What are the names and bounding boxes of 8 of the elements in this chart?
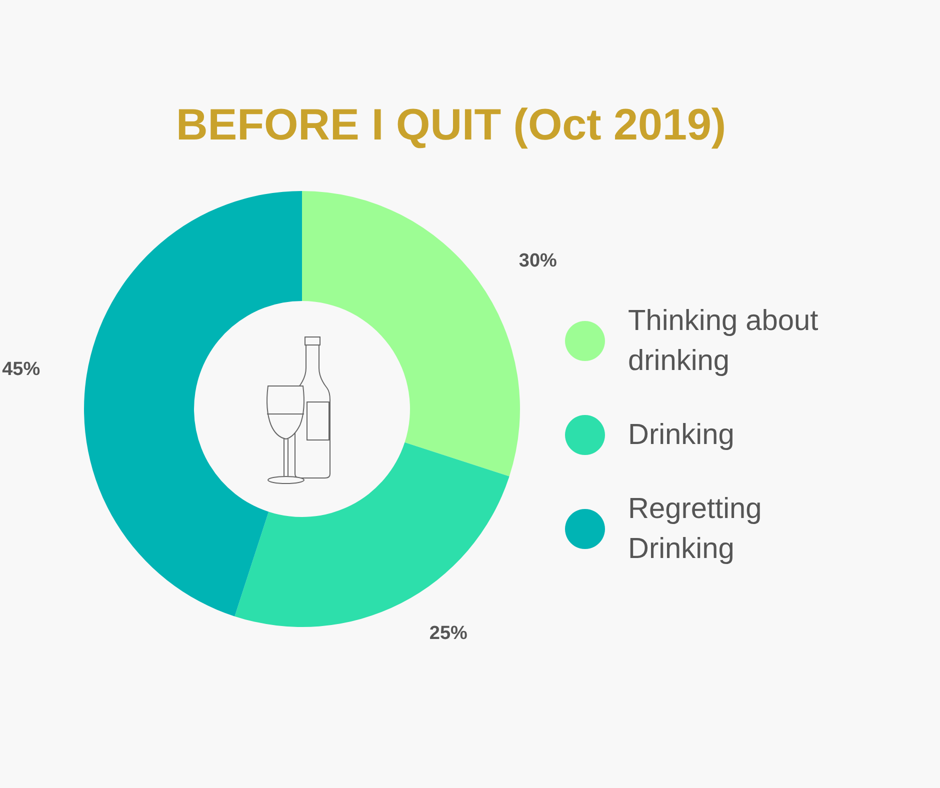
- legend-label: Thinking about drinking: [628, 305, 826, 377]
- slice-label: Drinking: [628, 533, 734, 565]
- category-label: Regretting: [628, 493, 762, 525]
- data-label: 45%: [2, 359, 40, 380]
- chart-title: BEFORE I QUIT (Oct 2019): [176, 100, 726, 150]
- data-label: 30%: [518, 250, 558, 272]
- data-label: 25%: [429, 623, 468, 644]
- legend-label: Drinking: [628, 419, 734, 451]
